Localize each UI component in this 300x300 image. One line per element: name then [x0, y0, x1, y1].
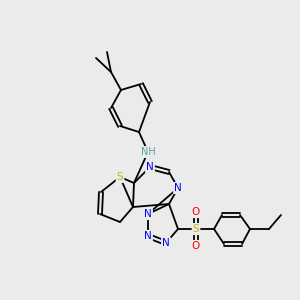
Text: N: N	[144, 231, 152, 241]
Text: N: N	[174, 183, 182, 193]
Text: N: N	[162, 238, 170, 248]
Text: O: O	[192, 207, 200, 217]
Text: NH: NH	[141, 147, 155, 157]
Text: S: S	[193, 224, 199, 234]
Text: O: O	[192, 241, 200, 251]
Text: N: N	[144, 209, 152, 219]
Text: N: N	[146, 162, 154, 172]
Text: S: S	[117, 172, 123, 182]
